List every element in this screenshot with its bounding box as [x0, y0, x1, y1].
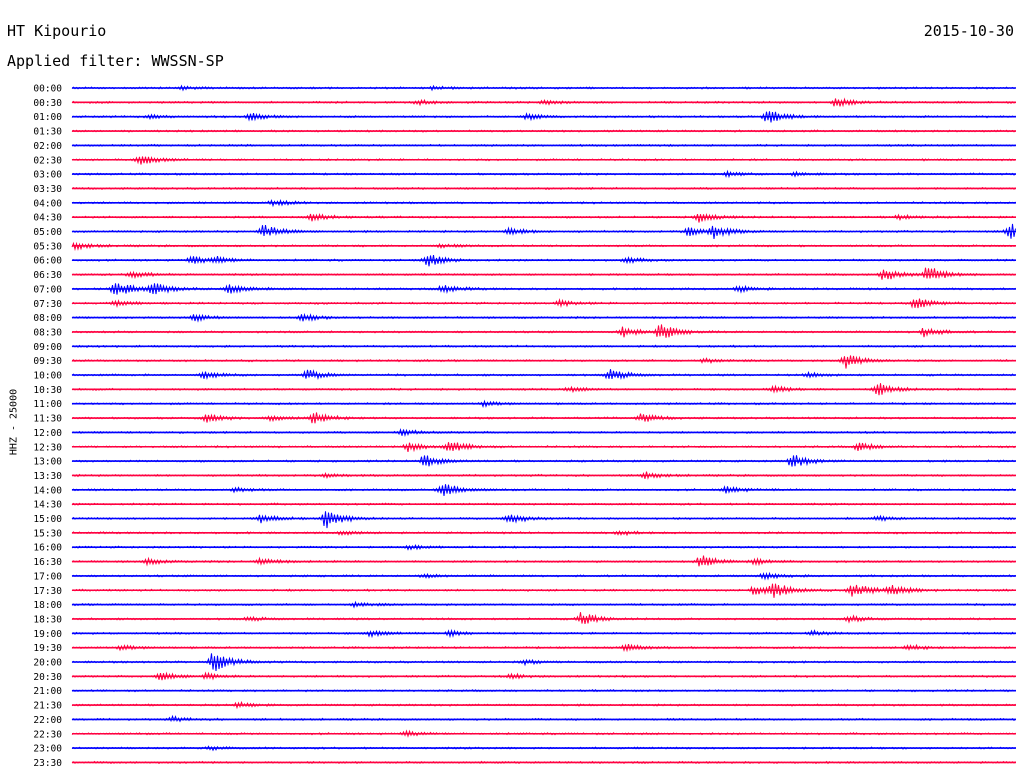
row-time-label: 14:00: [33, 485, 62, 496]
row-time-label: 23:00: [33, 744, 62, 755]
trace-line: [71, 212, 1016, 223]
row-time-label: 01:00: [33, 112, 62, 123]
row-time-label: 07:00: [33, 284, 62, 295]
row-time-label: 17:30: [33, 586, 62, 597]
row-time-label: 02:30: [33, 155, 62, 166]
row-time-label: 03:00: [33, 170, 62, 181]
row-time-label: 06:00: [33, 256, 62, 267]
date-label: 2015-10-30: [923, 22, 1014, 40]
row-time-label: 08:00: [33, 313, 62, 324]
trace-line: [71, 369, 1016, 380]
row-time-label: 19:00: [33, 629, 62, 640]
row-time-label: 20:00: [33, 658, 62, 669]
row-time-label: 11:30: [33, 414, 62, 425]
row-time-label: 05:00: [33, 227, 62, 238]
row-time-label: 02:00: [33, 141, 62, 152]
row-time-label: 03:30: [33, 184, 62, 195]
row-time-label: 07:30: [33, 299, 62, 310]
trace-line: [71, 267, 1016, 280]
row-time-label: 21:30: [33, 701, 62, 712]
trace-line: [71, 324, 1016, 338]
row-time-label: 00:30: [33, 98, 62, 109]
row-time-label: 06:30: [33, 270, 62, 281]
row-time-label: 04:00: [33, 198, 62, 209]
row-time-label: 16:30: [33, 557, 62, 568]
filter-label: Applied filter: WWSSN-SP: [7, 52, 224, 70]
station-title: HT Kipourio: [7, 22, 107, 40]
row-time-label: 12:00: [33, 428, 62, 439]
row-time-label: 18:00: [33, 600, 62, 611]
row-time-label: 20:30: [33, 672, 62, 683]
row-time-label: 18:30: [33, 614, 62, 625]
row-time-label: 15:30: [33, 528, 62, 539]
row-time-label: 21:00: [33, 686, 62, 697]
row-time-label: 11:00: [33, 399, 62, 410]
row-time-label: 00:00: [33, 84, 62, 95]
row-time-label: 23:30: [33, 758, 62, 769]
row-time-label: 05:30: [33, 241, 62, 252]
trace-line: [71, 355, 1016, 369]
row-time-label: 09:30: [33, 356, 62, 367]
row-time-label: 13:30: [33, 471, 62, 482]
row-time-label: 13:00: [33, 457, 62, 468]
row-time-label: 22:30: [33, 729, 62, 740]
row-time-label: 08:30: [33, 327, 62, 338]
row-time-label: 09:00: [33, 342, 62, 353]
row-time-label: 04:30: [33, 213, 62, 224]
trace-line: [71, 511, 1016, 529]
row-time-label: 14:30: [33, 500, 62, 511]
trace-line: [71, 612, 1016, 625]
row-time-label: 10:30: [33, 385, 62, 396]
row-time-label: 17:00: [33, 571, 62, 582]
row-time-label: 16:00: [33, 543, 62, 554]
row-time-label: 22:00: [33, 715, 62, 726]
row-time-label: 10:00: [33, 371, 62, 382]
row-time-label: 15:00: [33, 514, 62, 525]
row-time-label: 01:30: [33, 127, 62, 138]
row-time-label: 19:30: [33, 643, 62, 654]
row-time-label: 12:30: [33, 442, 62, 453]
